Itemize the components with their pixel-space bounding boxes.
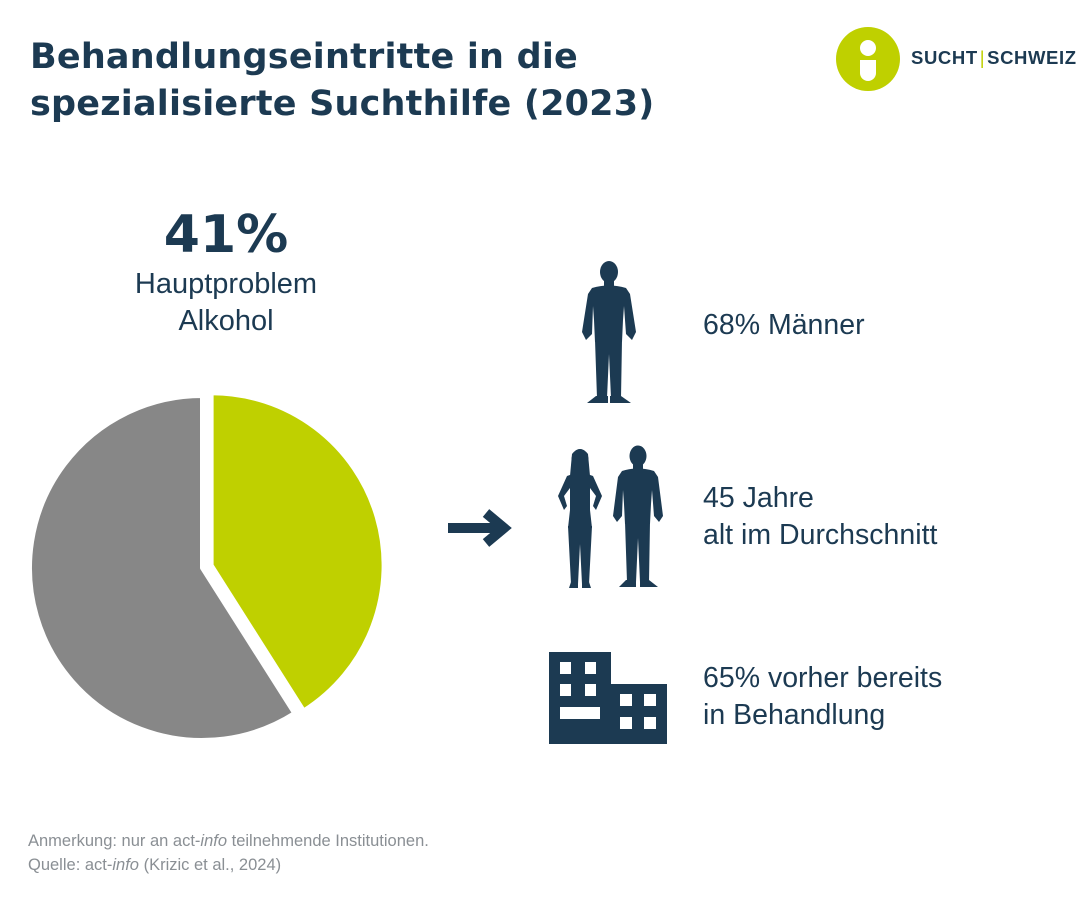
- pie-highlight-value: 41%: [163, 205, 289, 265]
- arrow-right-icon: [448, 509, 512, 547]
- pie-slice-alcohol: [209, 391, 386, 713]
- stat-age-line-2: alt im Durchschnitt: [703, 519, 938, 551]
- title-line-1: Behandlungseintritte in die: [30, 37, 578, 77]
- stat-prior-line-2: in Behandlung: [703, 699, 886, 731]
- stat-age-line-1: 45 Jahre: [703, 482, 814, 514]
- logo-word-right: SCHWEIZ: [987, 47, 1077, 68]
- man-silhouette-icon: [582, 261, 636, 403]
- stat-average-age: 45 Jahre alt im Durchschnitt: [703, 480, 937, 554]
- sucht-schweiz-logo[interactable]: SUCHT | SCHWEIZ: [836, 27, 1086, 91]
- footnote-line-2: Quelle: act-info (Krizic et al., 2024): [28, 856, 282, 874]
- page-title: Behandlungseintritte in die spezialisier…: [30, 34, 654, 128]
- footnote-line-1: Anmerkung: nur an act-info teilnehmende …: [28, 832, 429, 850]
- logo-wordmark: SUCHT | SCHWEIZ: [911, 47, 1077, 69]
- title-line-2: spezialisierte Suchthilfe (2023): [30, 84, 655, 124]
- logo-word-left: SUCHT: [911, 47, 978, 68]
- logo-mark-icon: [836, 27, 900, 91]
- pie-chart: [28, 391, 386, 742]
- footnote: Anmerkung: nur an act-info teilnehmende …: [28, 829, 429, 877]
- building-icon: [549, 652, 667, 744]
- stat-men: 68% Männer: [703, 309, 865, 341]
- pie-slice-other: [28, 394, 297, 742]
- woman-and-man-icon: [558, 445, 663, 588]
- pie-label-line-1: Hauptproblem: [134, 268, 318, 300]
- logo-separator: |: [979, 47, 986, 68]
- pie-label-line-2: Alkohol: [178, 305, 274, 337]
- stat-prior-line-1: 65% vorher bereits: [703, 662, 943, 694]
- pie-highlight-label: Hauptproblem Alkohol: [100, 266, 352, 340]
- stat-prior-treatment: 65% vorher bereits in Behandlung: [703, 660, 942, 734]
